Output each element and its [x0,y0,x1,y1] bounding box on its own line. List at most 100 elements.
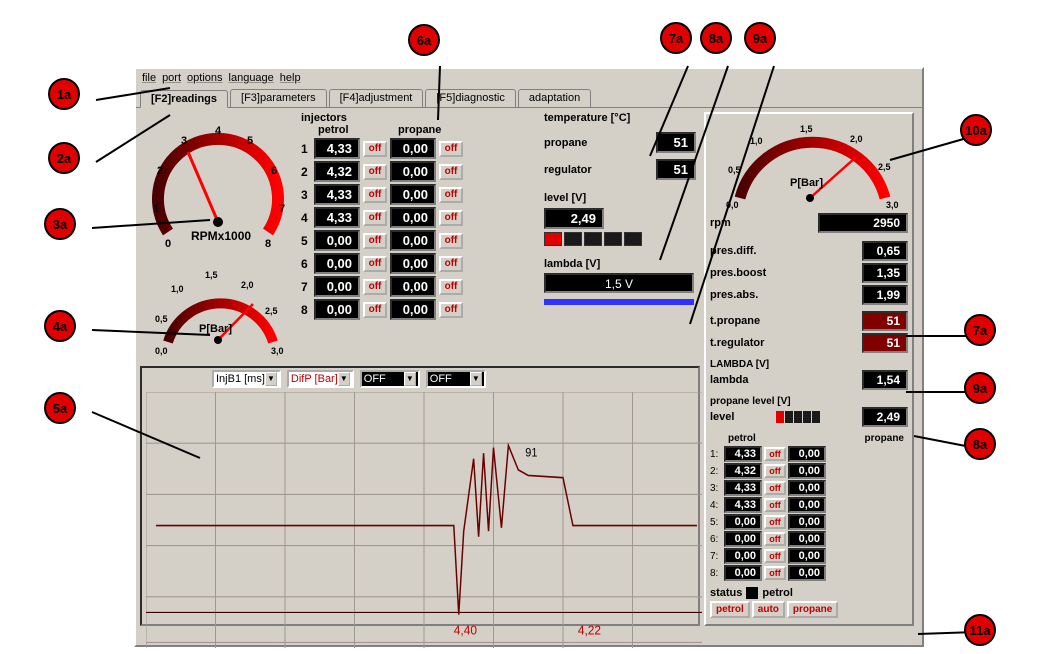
side-inj-num: 2: [710,466,722,477]
injector-propane-off[interactable]: off [439,164,463,180]
chart-plot: 4,40 4,22 91 [146,392,702,648]
status-value: petrol [762,587,793,599]
injector-num: 4 [301,211,311,225]
side-inj-num: 7: [710,551,722,562]
tab-adaptation[interactable]: adaptation [518,89,591,107]
propane-temp-label: propane [544,137,587,149]
injector-propane-off[interactable]: off [439,256,463,272]
injector-propane-value: 0,00 [390,253,436,274]
pres-diff-label: pres.diff. [710,245,756,257]
injector-petrol-off[interactable]: off [363,256,387,272]
injector-petrol-off[interactable]: off [363,164,387,180]
annotation-2a: 2a [48,142,80,174]
tabs: [F2]readings [F3]parameters [F4]adjustme… [136,87,922,108]
side-inj-off[interactable]: off [764,464,786,478]
svg-text:0,5: 0,5 [728,165,741,175]
tab-readings[interactable]: [F2]readings [140,90,228,108]
injector-petrol-off[interactable]: off [363,141,387,157]
injector-propane-off[interactable]: off [439,302,463,318]
btn-petrol[interactable]: petrol [710,601,750,618]
btn-propane[interactable]: propane [787,601,838,618]
level-bar [544,232,562,246]
injector-petrol-value: 4,33 [314,207,360,228]
svg-text:0: 0 [165,238,171,250]
propane-temp-value: 51 [656,132,696,153]
injectors-col-propane: propane [394,124,444,136]
regulator-temp-label: regulator [544,164,592,176]
btn-auto[interactable]: auto [752,601,785,618]
level-bar [624,232,642,246]
menu-options[interactable]: options [187,72,222,84]
level-value: 2,49 [544,208,604,229]
gauge-pressure: 0,00,51,0 1,52,02,5 3,0 P[Bar] [143,262,293,362]
menu-help[interactable]: help [280,72,301,84]
side-inj-petrol: 0,00 [724,565,762,581]
svg-text:P[Bar]: P[Bar] [790,177,823,189]
chart-combo-4[interactable]: OFF▼ [426,370,486,388]
chart-combo-3[interactable]: OFF▼ [360,370,420,388]
side-inj-propane: 0,00 [788,446,826,462]
side-lambda-value: 1,54 [862,370,908,390]
chart-combo-2[interactable]: DifP [Bar]▼ [287,370,354,388]
injector-petrol-off[interactable]: off [363,187,387,203]
side-inj-off[interactable]: off [764,549,786,563]
injector-petrol-value: 0,00 [314,276,360,297]
injector-petrol-value: 4,32 [314,161,360,182]
menu-file[interactable]: file [142,72,156,84]
side-inj-off[interactable]: off [764,566,786,580]
annotation-8a: 8a [700,22,732,54]
annotation-4a: 4a [44,310,76,342]
svg-text:1,5: 1,5 [800,124,813,134]
side-inj-num: 1: [710,449,722,460]
tab-adjustment[interactable]: [F4]adjustment [329,89,424,107]
injector-propane-off[interactable]: off [439,141,463,157]
side-inj-num: 8: [710,568,722,579]
tab-diagnostic[interactable]: [F5]diagnostic [425,89,515,107]
injector-petrol-value: 0,00 [314,299,360,320]
svg-text:7: 7 [279,203,285,215]
svg-text:91: 91 [525,446,537,460]
side-inj-off[interactable]: off [764,447,786,461]
injector-propane-value: 0,00 [390,207,436,228]
annotation-9a: 9a [744,22,776,54]
side-inj-petrol: 0,00 [724,531,762,547]
side-inj-off[interactable]: off [764,481,786,495]
side-rpm-value: 2950 [818,213,908,233]
side-inj-off[interactable]: off [764,532,786,546]
injector-propane-off[interactable]: off [439,187,463,203]
injector-petrol-off[interactable]: off [363,233,387,249]
annotation-1a: 1a [48,78,80,110]
pres-boost-value: 1,35 [862,263,908,283]
injector-petrol-off[interactable]: off [363,279,387,295]
injectors-col-petrol: petrol [314,124,364,136]
menu-port[interactable]: port [162,72,181,84]
svg-text:1,5: 1,5 [205,270,218,280]
side-lambda-label: lambda [710,374,749,386]
svg-text:3: 3 [181,135,187,147]
side-inj-off[interactable]: off [764,515,786,529]
side-level-bars [776,411,820,423]
side-lambda-header: LAMBDA [V] [710,359,908,370]
svg-text:4,22: 4,22 [578,623,601,638]
injector-propane-off[interactable]: off [439,279,463,295]
tab-parameters[interactable]: [F3]parameters [230,89,327,107]
menu-language[interactable]: language [229,72,274,84]
svg-text:P[Bar]: P[Bar] [199,323,232,335]
injector-propane-value: 0,00 [390,184,436,205]
side-inj-off[interactable]: off [764,498,786,512]
side-inj-petrol: 0,00 [724,548,762,564]
svg-text:0,5: 0,5 [155,314,168,324]
side-inj-propane: 0,00 [788,463,826,479]
injector-petrol-off[interactable]: off [363,302,387,318]
injector-petrol-off[interactable]: off [363,210,387,226]
chart-area: InjB1 [ms]▼ DifP [Bar]▼ OFF▼ OFF▼ [140,366,700,626]
injector-propane-off[interactable]: off [439,210,463,226]
svg-text:8: 8 [265,238,271,250]
chart-combo-1[interactable]: InjB1 [ms]▼ [212,370,281,388]
injector-propane-off[interactable]: off [439,233,463,249]
side-inj-petrol: 0,00 [724,514,762,530]
side-inj-petrol: 4,33 [724,480,762,496]
side-gauge-pressure: 0,00,51,0 1,52,02,5 3,0 P[Bar] [710,118,908,213]
status-indicator [746,587,758,599]
svg-text:2,0: 2,0 [850,134,863,144]
